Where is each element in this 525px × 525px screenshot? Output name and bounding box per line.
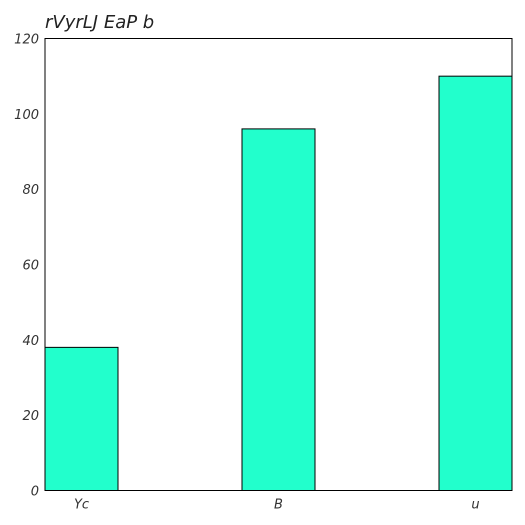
chart-title: rVyrLJ EaP b [45,12,154,33]
y-tick-label: 60 [22,259,39,274]
x-tick-label: Yc [74,498,89,513]
plot-frame [44,38,513,491]
y-tick-label: 100 [14,108,39,123]
bar-Yc [44,346,119,491]
x-tick-label: u [471,498,479,513]
y-tick-label: 80 [22,183,39,198]
bar-B [241,128,316,491]
y-tick-label: 0 [31,485,39,500]
bar-u [438,75,513,492]
y-axis: 0 20 40 60 80 100 120 [14,33,39,500]
y-tick-label: 20 [22,409,39,424]
x-tick-label: B [274,498,283,513]
y-tick-label: 40 [22,334,39,349]
bars-layer [44,75,513,492]
y-tick-label: 120 [14,33,39,48]
